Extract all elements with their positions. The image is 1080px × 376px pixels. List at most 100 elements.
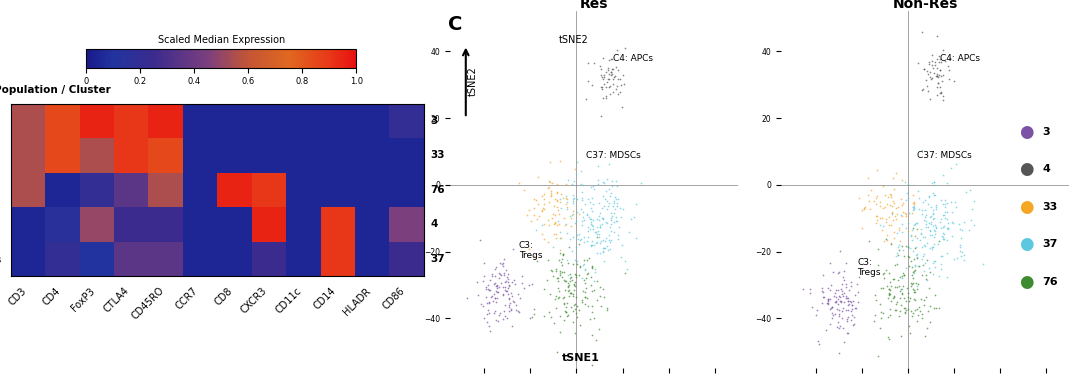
Point bbox=[507, 280, 524, 287]
Point bbox=[566, 271, 583, 277]
Point bbox=[932, 225, 949, 231]
Point bbox=[579, 303, 596, 309]
Point bbox=[954, 227, 971, 233]
Point bbox=[909, 263, 927, 269]
Point bbox=[916, 217, 933, 223]
Point bbox=[558, 199, 576, 205]
Point bbox=[549, 189, 566, 195]
Point bbox=[510, 308, 527, 314]
Point bbox=[603, 68, 620, 74]
Point bbox=[867, 220, 885, 226]
Point bbox=[563, 215, 580, 221]
Point bbox=[548, 266, 565, 272]
Point bbox=[957, 189, 974, 195]
Point bbox=[926, 70, 943, 76]
Point bbox=[505, 299, 523, 305]
Point bbox=[887, 213, 904, 219]
Bar bbox=[148, 241, 183, 276]
Point bbox=[580, 79, 597, 85]
Point bbox=[819, 300, 836, 306]
Point bbox=[936, 215, 954, 221]
Point bbox=[914, 86, 931, 92]
Point bbox=[881, 292, 899, 298]
Point bbox=[563, 223, 580, 229]
Point bbox=[913, 230, 930, 236]
Point bbox=[563, 303, 580, 309]
Point bbox=[890, 225, 907, 231]
Point bbox=[567, 283, 584, 289]
Point bbox=[913, 87, 930, 93]
Point bbox=[501, 300, 518, 306]
Point bbox=[905, 310, 922, 316]
Point bbox=[891, 274, 908, 280]
Point bbox=[567, 218, 584, 224]
Point bbox=[591, 62, 608, 68]
Point bbox=[589, 224, 606, 230]
Point bbox=[585, 278, 603, 284]
Point bbox=[558, 206, 576, 212]
Point bbox=[929, 71, 946, 77]
Point bbox=[603, 217, 620, 223]
Point bbox=[926, 192, 943, 198]
Point bbox=[863, 186, 880, 193]
Point bbox=[607, 73, 624, 79]
Point bbox=[908, 306, 926, 312]
Point bbox=[939, 200, 956, 206]
Point bbox=[570, 273, 588, 279]
Bar bbox=[286, 173, 321, 207]
Point bbox=[897, 211, 915, 217]
Point bbox=[936, 201, 954, 207]
Point bbox=[916, 214, 933, 220]
Point bbox=[559, 288, 577, 294]
Point bbox=[599, 76, 617, 82]
Point bbox=[930, 72, 947, 78]
Point bbox=[890, 313, 907, 319]
Point bbox=[572, 189, 590, 195]
Point bbox=[579, 295, 596, 301]
Point bbox=[943, 165, 960, 171]
Point bbox=[590, 200, 607, 206]
Point bbox=[940, 226, 957, 232]
Point bbox=[904, 287, 921, 293]
Point bbox=[572, 181, 590, 187]
Point bbox=[902, 330, 919, 336]
Point bbox=[894, 270, 912, 276]
Point bbox=[564, 277, 581, 284]
Point bbox=[564, 208, 581, 214]
Point bbox=[568, 159, 585, 165]
Bar bbox=[217, 241, 252, 276]
Text: ●: ● bbox=[1018, 273, 1034, 291]
Point bbox=[912, 237, 929, 243]
Point bbox=[867, 201, 885, 207]
Point bbox=[930, 80, 947, 86]
Point bbox=[595, 72, 612, 78]
Point bbox=[894, 275, 912, 281]
Point bbox=[565, 178, 582, 184]
Point bbox=[563, 290, 580, 296]
Point bbox=[608, 178, 625, 184]
Point bbox=[872, 199, 889, 205]
Bar bbox=[45, 104, 80, 138]
Point bbox=[913, 296, 930, 302]
Point bbox=[820, 298, 837, 304]
Point bbox=[887, 308, 904, 314]
Point bbox=[896, 210, 914, 216]
Point bbox=[594, 286, 611, 292]
Point bbox=[926, 179, 943, 185]
Point bbox=[559, 244, 577, 250]
Point bbox=[929, 84, 946, 90]
Point bbox=[558, 196, 576, 202]
Point bbox=[814, 300, 832, 306]
Point bbox=[593, 114, 610, 120]
Point bbox=[595, 203, 612, 209]
Point bbox=[577, 280, 594, 286]
Point bbox=[840, 307, 858, 313]
Point bbox=[487, 283, 504, 289]
Point bbox=[554, 251, 571, 257]
Point bbox=[604, 66, 621, 72]
Point bbox=[488, 289, 505, 295]
Point bbox=[572, 236, 590, 242]
Point bbox=[880, 286, 897, 292]
Point bbox=[909, 220, 927, 226]
Point bbox=[914, 147, 931, 153]
